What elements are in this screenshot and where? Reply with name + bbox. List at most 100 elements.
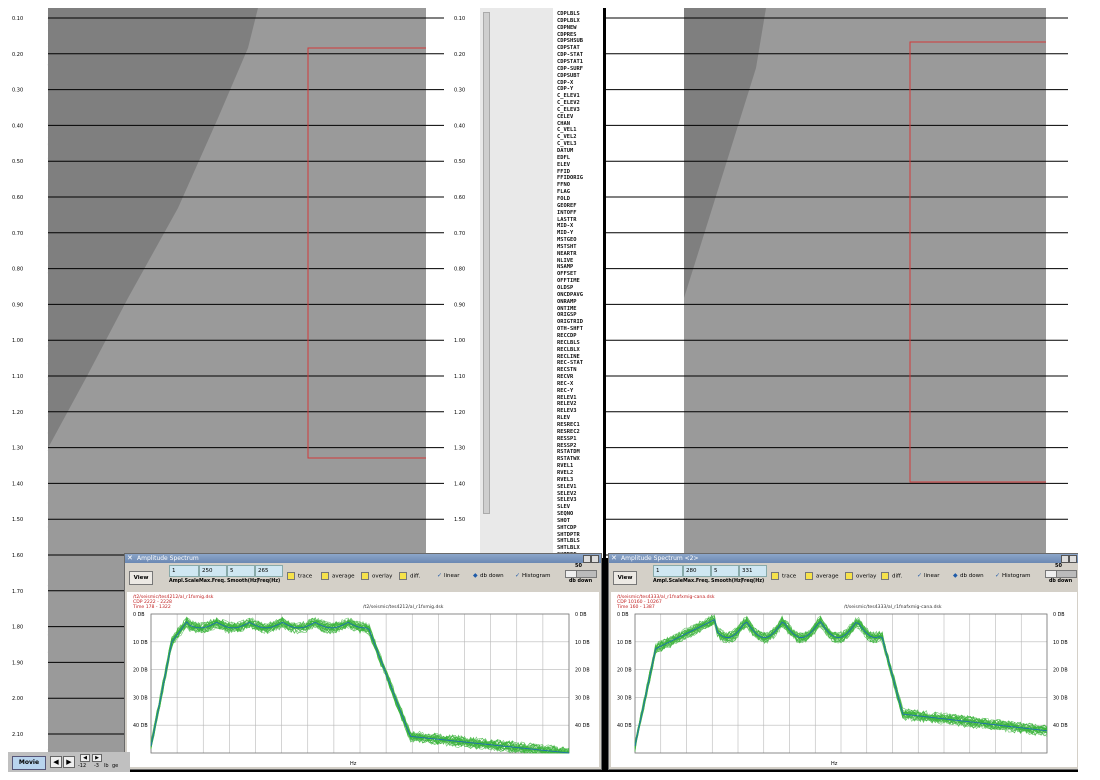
header-word-item[interactable]: SEQNO <box>557 511 574 518</box>
header-word-item[interactable]: MSTGEO <box>557 237 577 244</box>
header-word-item[interactable]: SHTLBLS <box>557 538 580 545</box>
header-word-item[interactable]: RECLINE <box>557 353 580 360</box>
step-back-button[interactable]: ◀ <box>80 754 90 762</box>
header-word-item[interactable]: RSTATWX <box>557 456 580 463</box>
header-word-item[interactable]: SHOT <box>557 517 570 524</box>
header-word-item[interactable]: REC-X <box>557 380 574 387</box>
header-word-item[interactable]: C_VEL3 <box>557 141 577 148</box>
spectrum-plot[interactable]: /t2/seismic/tes4212/al_r1fxmig.dsk CDP 22… <box>127 592 599 767</box>
header-word-item[interactable]: C_ELEV3 <box>557 106 580 113</box>
slider-thumb[interactable] <box>1046 571 1057 577</box>
header-word-item[interactable]: FOLD <box>557 195 570 202</box>
header-word-item[interactable]: CDPLBLX <box>557 17 580 24</box>
header-word-item[interactable]: RECLBLS <box>557 339 580 346</box>
header-word-item[interactable]: SELEV2 <box>557 490 577 497</box>
header-word-item[interactable]: ONCDPAVG <box>557 291 583 298</box>
header-word-item[interactable]: C_ELEV1 <box>557 93 580 100</box>
histogram-radio[interactable]: ✓ Histogram <box>995 572 1031 579</box>
header-word-item[interactable]: CHAN <box>557 120 570 127</box>
header-word-item[interactable]: RSTATDM <box>557 449 580 456</box>
header-word-item[interactable]: ELEV <box>557 161 570 168</box>
header-word-item[interactable]: RVEL2 <box>557 469 574 476</box>
linear-radio[interactable]: ✓ linear <box>917 572 940 579</box>
average-checkbox[interactable]: average <box>321 572 355 580</box>
max-freq-input[interactable]: 250 <box>199 565 227 577</box>
header-word-item[interactable]: SHTCDP <box>557 524 577 531</box>
header-word-item[interactable]: CDP-SURF <box>557 65 583 72</box>
header-word-item[interactable]: FFIDORIG <box>557 175 583 182</box>
prev-frame-button[interactable]: ◀ <box>50 756 62 768</box>
header-word-item[interactable]: NSAMP <box>557 264 574 271</box>
minimize-button[interactable] <box>583 555 591 563</box>
header-word-item[interactable]: ORIGSP <box>557 312 577 319</box>
header-word-item[interactable]: C_VEL1 <box>557 127 577 134</box>
header-word-item[interactable]: RECVR <box>557 374 574 381</box>
minimize-button[interactable] <box>1061 555 1069 563</box>
amplitude-spectrum-window-2[interactable]: ✕ Amplitude Spectrum <2> View 1 280 5 33… <box>608 553 1078 770</box>
header-word-item[interactable]: RECLBLX <box>557 346 580 353</box>
close-icon[interactable]: ✕ <box>611 554 617 562</box>
header-word-item[interactable]: RELEV3 <box>557 408 577 415</box>
header-word-list[interactable]: CDPLBLS CDPLBLX CDPNEW CDPRES CDPSHSUB CDPSTA… <box>553 8 603 558</box>
header-word-item[interactable]: CDPNEW <box>557 24 577 31</box>
header-word-item[interactable]: OFFSET <box>557 271 577 278</box>
header-word-item[interactable]: CELEV <box>557 113 574 120</box>
ampl-scale-input[interactable]: 1 <box>653 565 683 577</box>
slider-thumb[interactable] <box>566 571 577 577</box>
average-checkbox[interactable]: average <box>805 572 839 580</box>
trace-checkbox[interactable]: trace <box>771 572 796 580</box>
header-word-item[interactable]: INTOFF <box>557 209 577 216</box>
header-word-item[interactable]: C_VEL2 <box>557 134 577 141</box>
trace-checkbox[interactable]: trace <box>287 572 312 580</box>
header-word-item[interactable]: RVEL3 <box>557 476 574 483</box>
max-freq-input[interactable]: 280 <box>683 565 711 577</box>
header-word-item[interactable]: SHTDPTR <box>557 531 580 538</box>
overlay-checkbox[interactable]: overlay <box>361 572 392 580</box>
header-word-item[interactable]: CDPSTAT <box>557 45 580 52</box>
amplitude-spectrum-window-1[interactable]: ✕ Amplitude Spectrum View 1 250 5 265 Am… <box>124 553 602 770</box>
header-word-item[interactable]: MSTSHT <box>557 243 577 250</box>
ampl-scale-input[interactable]: 1 <box>169 565 199 577</box>
vertical-scrollbar[interactable] <box>483 12 490 514</box>
header-word-item[interactable]: RELEV1 <box>557 394 577 401</box>
diff-checkbox[interactable]: diff. <box>881 572 903 580</box>
smooth-input[interactable]: 5 <box>227 565 255 577</box>
header-word-item[interactable]: RVEL1 <box>557 463 574 470</box>
header-word-item[interactable]: MID-Y <box>557 230 574 237</box>
view-button[interactable]: View <box>129 571 153 585</box>
header-word-item[interactable]: RLEV <box>557 415 570 422</box>
header-word-item[interactable]: CDPSTAT1 <box>557 58 583 65</box>
header-word-item[interactable]: RESSP1 <box>557 435 577 442</box>
header-word-item[interactable]: REC-Y <box>557 387 574 394</box>
header-word-item[interactable]: SLEV <box>557 504 570 511</box>
freq-input[interactable]: 265 <box>255 565 283 577</box>
overlay-checkbox[interactable]: overlay <box>845 572 876 580</box>
header-word-item[interactable]: SELEV3 <box>557 497 577 504</box>
header-word-item[interactable]: RELEV2 <box>557 401 577 408</box>
header-word-item[interactable]: CDP-STAT <box>557 52 583 59</box>
histogram-radio[interactable]: ✓ Histogram <box>515 572 551 579</box>
header-word-item[interactable]: RESSP2 <box>557 442 577 449</box>
diff-checkbox[interactable]: diff. <box>399 572 421 580</box>
header-word-item[interactable]: ONRAMP <box>557 298 577 305</box>
right-seismic-panel[interactable] <box>606 8 1078 558</box>
window-titlebar[interactable]: ✕ Amplitude Spectrum <box>125 554 601 563</box>
header-word-item[interactable]: RECSTN <box>557 367 577 374</box>
header-word-item[interactable]: RESREC1 <box>557 422 580 428</box>
smooth-input[interactable]: 5 <box>711 565 739 577</box>
header-word-item[interactable]: CDPSUBT <box>557 72 580 79</box>
header-word-item[interactable]: GEOREF <box>557 202 577 209</box>
maximize-button[interactable] <box>591 555 599 563</box>
header-word-item[interactable]: CDPRES <box>557 31 577 38</box>
header-word-item[interactable]: LASTTR <box>557 216 577 223</box>
right-seismic-section[interactable] <box>606 8 1078 558</box>
movie-button[interactable]: Movie <box>12 756 46 770</box>
maximize-button[interactable] <box>1069 555 1077 563</box>
header-word-item[interactable]: MID-X <box>557 223 574 230</box>
step-forward-button[interactable]: ▶ <box>92 754 102 762</box>
header-word-item[interactable]: FFNO <box>557 182 570 189</box>
header-word-item[interactable]: SELEV1 <box>557 483 577 490</box>
header-word-item[interactable]: REC-STAT <box>557 360 583 367</box>
header-word-item[interactable]: NLIVE <box>557 257 574 264</box>
window-titlebar[interactable]: ✕ Amplitude Spectrum <2> <box>609 554 1078 563</box>
